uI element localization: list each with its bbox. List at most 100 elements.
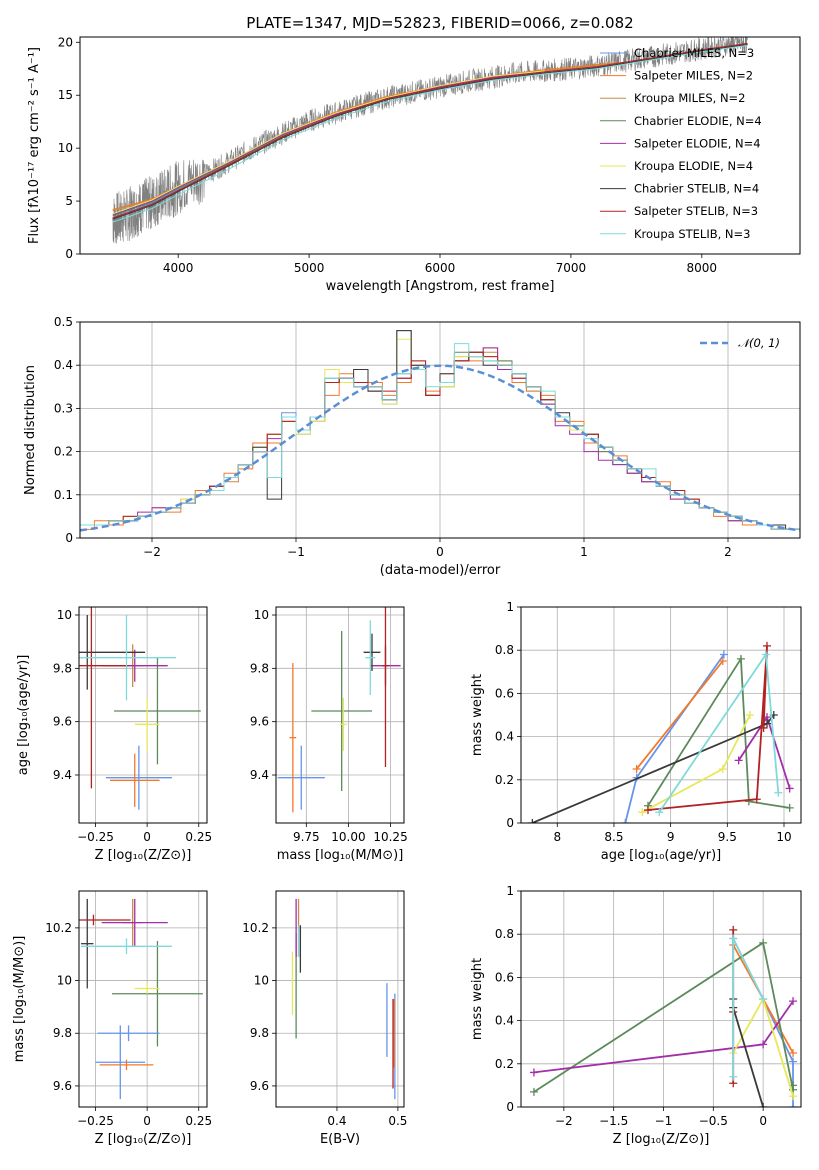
- axes-frame: [520, 606, 802, 824]
- y-axis-label: mass weight: [470, 674, 485, 756]
- y-tick-label: 9.8: [53, 661, 72, 675]
- y-tick-label: 0: [506, 1100, 514, 1114]
- x-tick-label: 2: [724, 545, 732, 559]
- y-tick-label: 0: [65, 531, 73, 545]
- y-tick-label: 0.1: [54, 488, 73, 502]
- mass-weight-marker: [643, 806, 652, 815]
- normal-reference-curve: [80, 364, 800, 532]
- mass-weight-marker: [785, 784, 794, 793]
- y-tick-label: 0.4: [495, 730, 514, 744]
- x-tick-label: 8000: [687, 261, 718, 275]
- plot-area: [80, 330, 800, 538]
- x-tick-label: 1: [580, 545, 588, 559]
- x-tick-label: −0.25: [77, 830, 114, 844]
- y-tick-label: 0.8: [495, 643, 514, 657]
- x-axis-label: mass [log₁₀(M/M⊙)]: [277, 848, 404, 863]
- x-tick-label: 4000: [163, 261, 194, 275]
- y-tick-label: 10.2: [45, 921, 72, 935]
- residual-histogram-step: [80, 343, 800, 538]
- mass-weight-marker: [745, 711, 754, 719]
- x-tick-label: 0.5: [388, 1114, 407, 1128]
- mass-vs-metallicity-panel: −0.25 0 0.25 9.6 9.8 10 10.2 Z [log₁₀(Z/Z⊙)] mas…: [12, 890, 212, 1147]
- x-axis-label: Z [log₁₀(Z/Z⊙)]: [95, 848, 192, 863]
- y-axis-label: Normed distribution: [23, 365, 38, 495]
- mass-weight-line: [635, 660, 724, 770]
- x-tick-label: 7000: [556, 261, 587, 275]
- axes-frame: [79, 36, 801, 255]
- y-tick-label: 0: [506, 816, 514, 830]
- plot-area: [528, 641, 794, 823]
- mass-weight-marker: [789, 1103, 798, 1107]
- plot-area: [112, 37, 748, 244]
- y-tick-label: 15: [58, 88, 73, 102]
- x-tick-label: −0.25: [77, 1114, 114, 1128]
- y-tick-label: 9.8: [53, 1026, 72, 1040]
- x-tick-label: 8: [553, 830, 561, 844]
- model-spectrum-line: [112, 45, 748, 223]
- y-tick-label: 5: [65, 194, 73, 208]
- y-axis-label: Flux [fλ10⁻¹⁷ erg cm⁻² s⁻¹ A⁻¹]: [27, 47, 42, 244]
- y-tick-label: 0.2: [54, 445, 73, 459]
- legend-label: Kroupa MILES, N=2: [634, 91, 746, 105]
- x-tick-label: 0: [143, 1114, 151, 1128]
- plot-area: [529, 925, 798, 1107]
- y-tick-label: 9.6: [53, 715, 72, 729]
- mass-weight-marker: [752, 795, 761, 804]
- mass-weight-marker: [632, 765, 641, 773]
- chart-title: PLATE=1347, MJD=52823, FIBERID=0066, z=0…: [246, 14, 633, 32]
- x-tick-label: 0: [436, 545, 444, 559]
- legend-label: Kroupa ELODIE, N=4: [634, 159, 753, 173]
- plot-area: [291, 898, 396, 1100]
- y-tick-label: 0.4: [495, 1014, 514, 1028]
- mass-weight-marker: [734, 756, 743, 765]
- model-spectrum-line: [112, 42, 748, 219]
- y-tick-label: 0.2: [495, 773, 514, 787]
- mass-weight-marker: [529, 1087, 538, 1096]
- y-tick-label: 10: [254, 974, 269, 988]
- y-tick-label: 9.6: [53, 1079, 72, 1093]
- axes-frame: [520, 890, 802, 1108]
- legend-label: Chabrier ELODIE, N=4: [634, 114, 762, 128]
- mass-weight-marker: [718, 657, 727, 665]
- massweight-vs-age-panel: 8 8.5 9 9.5 10 0 0.2 0.4 0.6 0.8 1 age [log₁₀(age/y…: [470, 600, 802, 863]
- mass-weight-marker: [759, 995, 768, 1003]
- legend-label: Salpeter MILES, N=2: [634, 69, 753, 83]
- observed-spectrum-line: [112, 37, 748, 244]
- y-axis-label: mass weight: [470, 958, 485, 1040]
- x-tick-label: 0: [759, 1114, 767, 1128]
- legend-label-normal: 𝒩(0, 1): [738, 336, 780, 350]
- x-tick-label: 6000: [425, 261, 456, 275]
- axes-frame: [275, 606, 405, 824]
- x-tick-label: 10: [776, 830, 791, 844]
- x-tick-label: 0.25: [185, 1114, 212, 1128]
- massweight-vs-metallicity-panel: −2 −1.5 −1 −0.5 0 0 0.2 0.4 0.6 0.8 1 Z [log₁₀(Z/Z⊙…: [470, 884, 802, 1147]
- mass-weight-marker: [762, 641, 771, 650]
- x-tick-label: 0.4: [327, 1114, 346, 1128]
- mass-vs-ebv-panel: 0.4 0.5 9.6 9.8 10 10.2 E(B-V): [242, 890, 407, 1147]
- y-tick-label: 20: [58, 35, 73, 49]
- legend-label: Kroupa STELIB, N=3: [634, 227, 751, 241]
- x-tick-label: 10.00: [331, 830, 365, 844]
- y-tick-label: 9.8: [250, 661, 269, 675]
- legend-label: Chabrier MILES, N=3: [634, 46, 754, 60]
- x-axis-label: E(B-V): [320, 1132, 360, 1147]
- mass-weight-marker: [736, 654, 745, 663]
- x-tick-label: −1: [287, 545, 305, 559]
- x-axis-label: Z [log₁₀(Z/Z⊙)]: [613, 1132, 710, 1147]
- mass-weight-line: [647, 645, 768, 811]
- spectrum-panel: 4000 5000 6000 7000 8000 0 5 10 15 20 wavelength […: [27, 14, 801, 294]
- y-tick-label: 0.2: [495, 1057, 514, 1071]
- x-tick-label: 5000: [294, 261, 325, 275]
- y-tick-label: 10: [57, 608, 72, 622]
- x-tick-label: 10.25: [373, 830, 407, 844]
- plot-area: [277, 607, 401, 813]
- y-tick-label: 1: [506, 884, 514, 898]
- x-tick-label: 9.75: [293, 830, 320, 844]
- mass-weight-line: [647, 655, 790, 809]
- x-tick-label: −0.5: [699, 1114, 728, 1128]
- mass-weight-marker: [718, 765, 727, 773]
- mass-weight-marker: [774, 788, 783, 797]
- mass-weight-marker: [789, 1049, 798, 1057]
- model-spectrum-line: [112, 70, 545, 215]
- y-tick-label: 0: [65, 247, 73, 261]
